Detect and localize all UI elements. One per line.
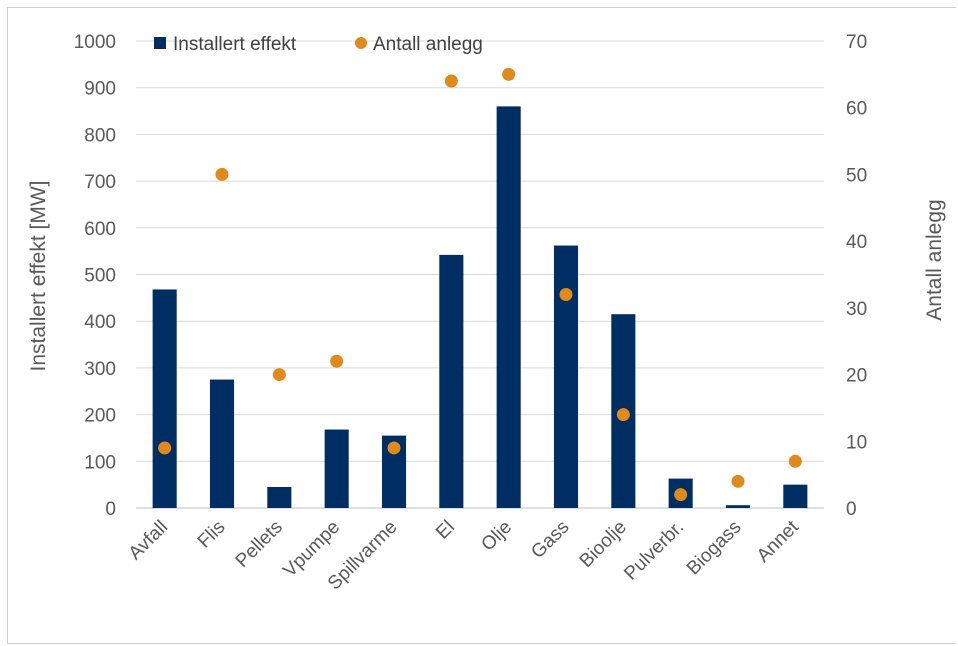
bar (725, 505, 751, 508)
x-tick-label: Bioolje (576, 517, 631, 572)
left-axis-ticks: 0 100 200 300 400 500 600 700 800 900 1000 (74, 32, 116, 520)
point (616, 408, 630, 422)
left-tick-label: 200 (84, 406, 116, 427)
left-tick-label: 500 (84, 266, 116, 287)
legend-swatch-point (355, 37, 367, 49)
legend: Installert effekt Antall anlegg (154, 34, 483, 55)
gridlines (136, 40, 824, 509)
right-tick-label: 20 (846, 366, 867, 387)
point (215, 167, 229, 181)
right-tick-label: 40 (846, 232, 867, 253)
point (272, 368, 286, 382)
x-tick-label: Biogass (683, 517, 746, 580)
left-tick-label: 600 (84, 219, 116, 240)
left-tick-label: 1000 (74, 32, 116, 53)
left-tick-label: 100 (84, 452, 116, 473)
left-tick-label: 0 (105, 499, 116, 520)
x-tick-label: Gass (527, 517, 573, 563)
point-series (158, 67, 802, 502)
legend-label-point: Antall anlegg (373, 34, 483, 55)
right-tick-label: 70 (846, 32, 867, 53)
right-tick-label: 50 (846, 165, 867, 186)
chart-frame (7, 7, 956, 644)
right-tick-label: 30 (846, 299, 867, 320)
point (158, 441, 172, 455)
left-tick-label: 400 (84, 312, 116, 333)
bar (152, 289, 177, 508)
legend-swatch-bar (154, 37, 166, 49)
x-tick-label: Annet (753, 516, 803, 566)
right-tick-label: 60 (846, 99, 867, 120)
right-axis-ticks: 0 10 20 30 40 50 60 70 (846, 32, 867, 520)
x-tick-label: El (432, 517, 459, 544)
point (330, 354, 344, 368)
legend-label-bar: Installert effekt (173, 34, 297, 55)
bar (783, 484, 808, 508)
left-tick-label: 700 (84, 172, 116, 193)
point (502, 67, 516, 81)
point (559, 288, 573, 302)
x-tick-label: Flis (194, 517, 230, 553)
bar (324, 429, 349, 508)
point (731, 474, 745, 488)
bar-series (152, 106, 808, 508)
x-tick-label: Pulverbr. (620, 517, 688, 585)
point (788, 454, 802, 468)
point (674, 488, 688, 502)
left-axis-title: Installert effekt [MW] (27, 181, 50, 372)
right-axis-title: Antall anlegg (923, 199, 946, 320)
bar (209, 379, 235, 508)
x-tick-label: Pellets (232, 517, 287, 572)
right-tick-label: 10 (846, 432, 867, 453)
left-tick-label: 300 (84, 359, 116, 380)
bar (267, 486, 292, 508)
x-tick-label: Avfall (125, 517, 172, 564)
point (444, 74, 458, 88)
bar (553, 245, 579, 508)
left-tick-label: 900 (84, 79, 116, 100)
point (387, 441, 401, 455)
bar (496, 106, 521, 508)
left-tick-label: 800 (84, 125, 116, 146)
bar (439, 254, 464, 508)
x-tick-label: Olje (477, 517, 516, 556)
right-tick-label: 0 (846, 499, 857, 520)
